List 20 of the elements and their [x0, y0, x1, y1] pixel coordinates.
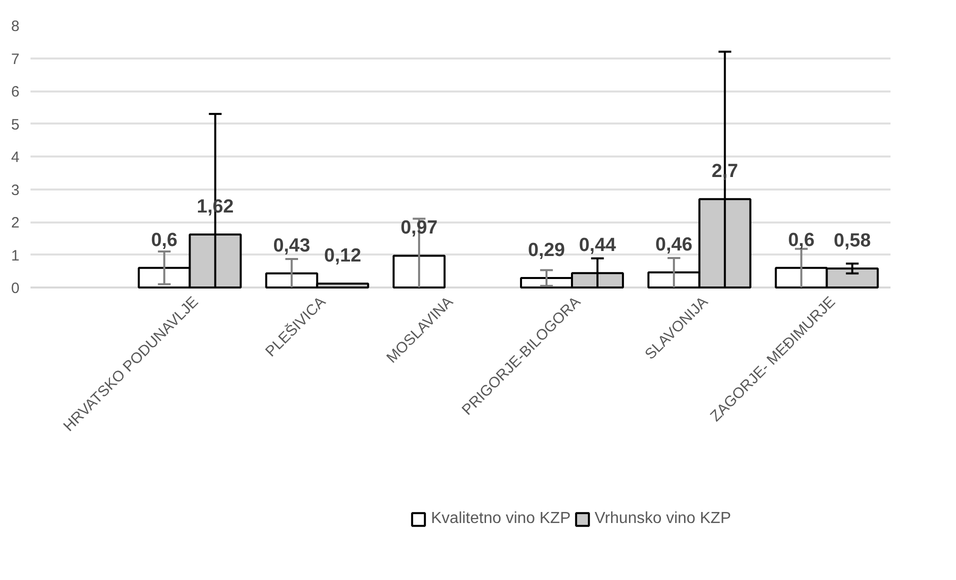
data-label: 0,46 [655, 234, 692, 256]
y-tick-label: 3 [11, 182, 20, 199]
data-label: 0,44 [578, 235, 616, 256]
legend-label: Vrhunsko vino KZP [594, 510, 731, 528]
legend-label: Kvalitetno vino KZP [431, 510, 571, 528]
data-label: 0,43 [273, 235, 310, 256]
data-label: 0,6 [151, 230, 178, 251]
y-tick-label: 1 [11, 247, 20, 264]
y-tick-label: 6 [11, 84, 20, 100]
data-label: 0,29 [528, 240, 565, 262]
data-label: 0,58 [834, 230, 871, 252]
bar [392, 254, 446, 288]
y-tick-label: 2 [11, 214, 20, 232]
data-label: 0,12 [324, 246, 362, 267]
y-tick-label: 8 [11, 18, 20, 35]
y-tick-label: 4 [11, 149, 20, 166]
y-tick-label: 7 [11, 50, 20, 68]
data-label: 0,6 [788, 230, 815, 251]
y-tick-label: 5 [11, 116, 20, 134]
y-tick-label: 0 [11, 280, 20, 297]
